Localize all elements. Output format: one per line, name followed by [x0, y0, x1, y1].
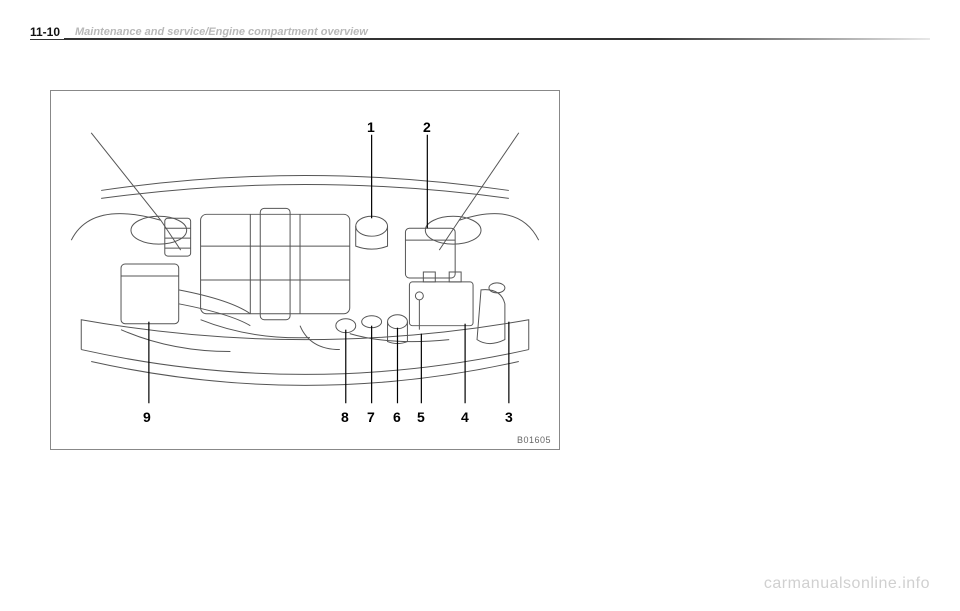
page-header: 11-10 Maintenance and service/Engine com… [30, 28, 930, 46]
page-number: 11-10 [30, 25, 64, 39]
callout-3: 3 [505, 409, 513, 425]
header-rule-fade [650, 38, 930, 40]
section-title: Maintenance and service/Engine compartme… [75, 26, 368, 38]
callout-5: 5 [417, 409, 425, 425]
engine-illustration [51, 91, 559, 449]
callout-7: 7 [367, 409, 375, 425]
callout-2: 2 [423, 119, 431, 135]
callout-4: 4 [461, 409, 469, 425]
callout-6: 6 [393, 409, 401, 425]
callout-8: 8 [341, 409, 349, 425]
engine-diagram: 1 2 9 8 7 6 5 4 3 B01605 [50, 90, 560, 450]
callout-9: 9 [143, 409, 151, 425]
figure-code: B01605 [517, 435, 551, 445]
callout-1: 1 [367, 119, 375, 135]
watermark: carmanualsonline.info [764, 575, 930, 593]
